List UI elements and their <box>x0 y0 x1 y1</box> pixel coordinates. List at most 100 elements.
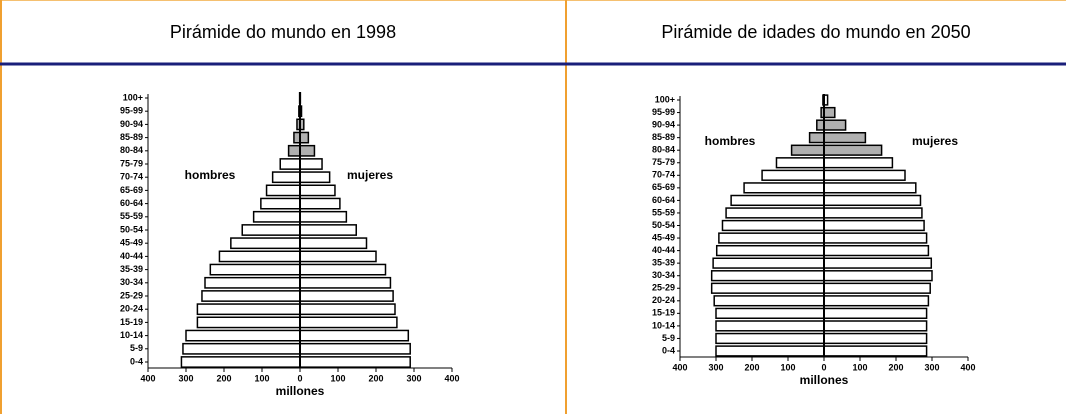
bar <box>241 224 301 236</box>
x-tick-label: 300 <box>178 373 193 383</box>
age-label: 0-4 <box>662 345 675 355</box>
bar <box>299 144 316 157</box>
bar <box>196 303 301 316</box>
age-label: 35-39 <box>120 264 143 274</box>
bar <box>823 345 928 357</box>
age-label: 30-34 <box>652 270 675 280</box>
age-label: 50-54 <box>120 224 143 234</box>
age-label: 100+ <box>123 92 143 102</box>
bar <box>823 295 930 307</box>
bar <box>823 320 928 332</box>
x-tick-label: 100 <box>254 373 269 383</box>
bar <box>180 356 301 368</box>
bar <box>265 184 301 197</box>
legend-label: hombres <box>185 168 236 182</box>
bar <box>823 244 930 257</box>
age-label: 55-59 <box>652 207 675 217</box>
bar <box>715 345 825 357</box>
bar <box>299 224 357 236</box>
bar <box>260 197 301 210</box>
bar <box>271 171 301 184</box>
bar <box>299 197 341 210</box>
age-label: 25-29 <box>120 290 143 300</box>
x-tick-label: 0 <box>821 362 826 372</box>
age-label: 55-59 <box>120 211 143 221</box>
bar <box>823 270 933 282</box>
age-label: 90-94 <box>120 119 143 129</box>
x-axis-label: millones <box>800 373 849 387</box>
age-label: 40-44 <box>652 245 675 255</box>
age-label: 60-64 <box>120 198 143 208</box>
bar <box>823 219 925 232</box>
bar <box>182 342 301 355</box>
bar <box>710 270 825 282</box>
bar <box>823 182 917 194</box>
bar <box>299 210 348 223</box>
age-label: 70-74 <box>652 170 675 180</box>
x-tick-label: 400 <box>672 362 687 372</box>
age-label: 20-24 <box>120 304 143 314</box>
x-tick-label: 400 <box>444 373 459 383</box>
bar <box>201 290 301 302</box>
bar <box>713 295 825 307</box>
bar <box>823 232 928 244</box>
x-tick-label: 100 <box>330 373 345 383</box>
age-label: 5-9 <box>130 343 143 353</box>
bar <box>299 237 368 250</box>
bar <box>790 144 825 156</box>
bar <box>299 290 394 302</box>
bar <box>299 158 323 170</box>
bar <box>252 210 301 223</box>
chart-title: Pirámide do mundo en 1998 <box>170 22 396 42</box>
bar <box>299 263 387 276</box>
bar <box>299 356 411 368</box>
age-label: 85-89 <box>120 132 143 142</box>
bar <box>823 157 894 169</box>
x-tick-label: 100 <box>780 362 795 372</box>
bar <box>823 119 847 131</box>
bar <box>718 232 825 244</box>
bar <box>816 119 825 131</box>
x-tick-label: 0 <box>297 373 302 383</box>
bar <box>823 194 922 207</box>
legend-label: mujeres <box>347 168 393 182</box>
bar <box>823 144 883 156</box>
age-label: 80-84 <box>652 145 675 155</box>
age-label: 25-29 <box>652 283 675 293</box>
bar <box>299 303 396 316</box>
bar <box>299 171 331 184</box>
bar <box>299 329 410 342</box>
x-tick-label: 300 <box>708 362 723 372</box>
x-tick-label: 200 <box>888 362 903 372</box>
age-label: 75-79 <box>120 158 143 168</box>
chart-title: Pirámide de idades do mundo en 2050 <box>661 22 970 42</box>
bar <box>299 316 398 329</box>
age-label: 90-94 <box>652 119 675 129</box>
bar <box>218 250 301 263</box>
bar <box>823 307 928 319</box>
bar <box>196 316 301 329</box>
age-label: 10-14 <box>120 330 143 340</box>
age-label: 75-79 <box>652 157 675 167</box>
age-label: 60-64 <box>652 195 675 205</box>
bar <box>715 332 825 345</box>
bar <box>712 257 825 269</box>
bar <box>299 342 411 355</box>
age-label: 80-84 <box>120 145 143 155</box>
bar <box>299 276 392 289</box>
bar <box>823 169 906 181</box>
age-label: 45-49 <box>120 238 143 248</box>
bar <box>730 194 825 207</box>
bar <box>823 106 836 119</box>
bar <box>823 282 931 294</box>
age-label: 15-19 <box>120 317 143 327</box>
age-label: 5-9 <box>662 333 675 343</box>
bar <box>823 332 928 345</box>
bar <box>715 320 825 332</box>
legend-label: mujeres <box>912 134 958 148</box>
age-label: 20-24 <box>652 295 675 305</box>
age-label: 95-99 <box>120 106 143 116</box>
age-label: 30-34 <box>120 277 143 287</box>
bar <box>299 250 377 263</box>
